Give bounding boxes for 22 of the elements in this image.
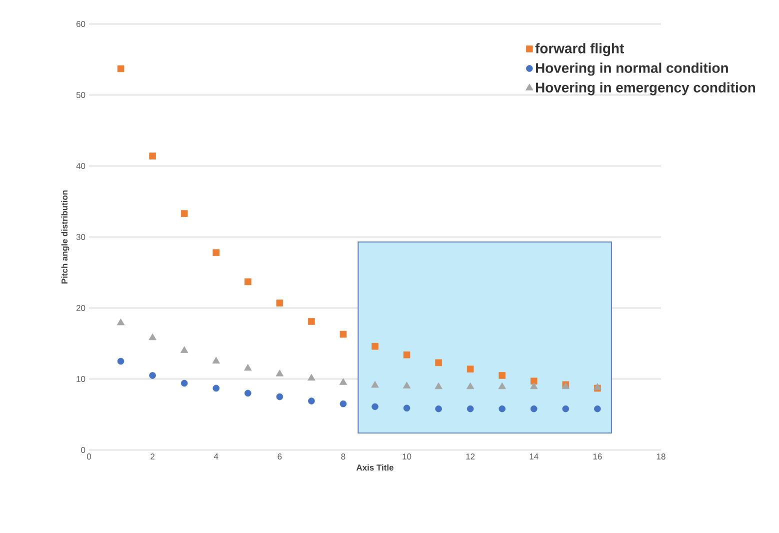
- x-tick-label: 8: [341, 454, 346, 460]
- x-tick-label: 0: [86, 454, 92, 460]
- x-tick-label: 6: [278, 454, 282, 460]
- y-tick-label: 50: [76, 92, 86, 98]
- x-tick-label: 4: [214, 454, 218, 460]
- y-axis-title: Pitch angle distribution: [61, 190, 70, 284]
- legend-label: Hovering in emergency condition: [536, 82, 756, 96]
- y-tick-label: 60: [76, 21, 86, 27]
- y-tick-label: 0: [81, 447, 86, 453]
- x-tick-label: 12: [466, 454, 475, 460]
- y-tick-label: 10: [76, 376, 86, 382]
- legend-label: Hovering in normal condition: [536, 62, 728, 76]
- x-axis-title: Axis Title: [356, 464, 394, 471]
- y-tick-label: 30: [76, 234, 86, 240]
- y-tick-label: 20: [76, 305, 86, 311]
- x-tick-label: 10: [402, 454, 412, 460]
- x-tick-label: 14: [530, 454, 538, 460]
- x-tick-label: 2: [150, 454, 154, 460]
- y-tick-label: 40: [76, 163, 86, 169]
- x-tick-label: 16: [593, 454, 602, 460]
- legend-label: forward flight: [535, 43, 624, 56]
- x-tick-label: 18: [656, 454, 666, 460]
